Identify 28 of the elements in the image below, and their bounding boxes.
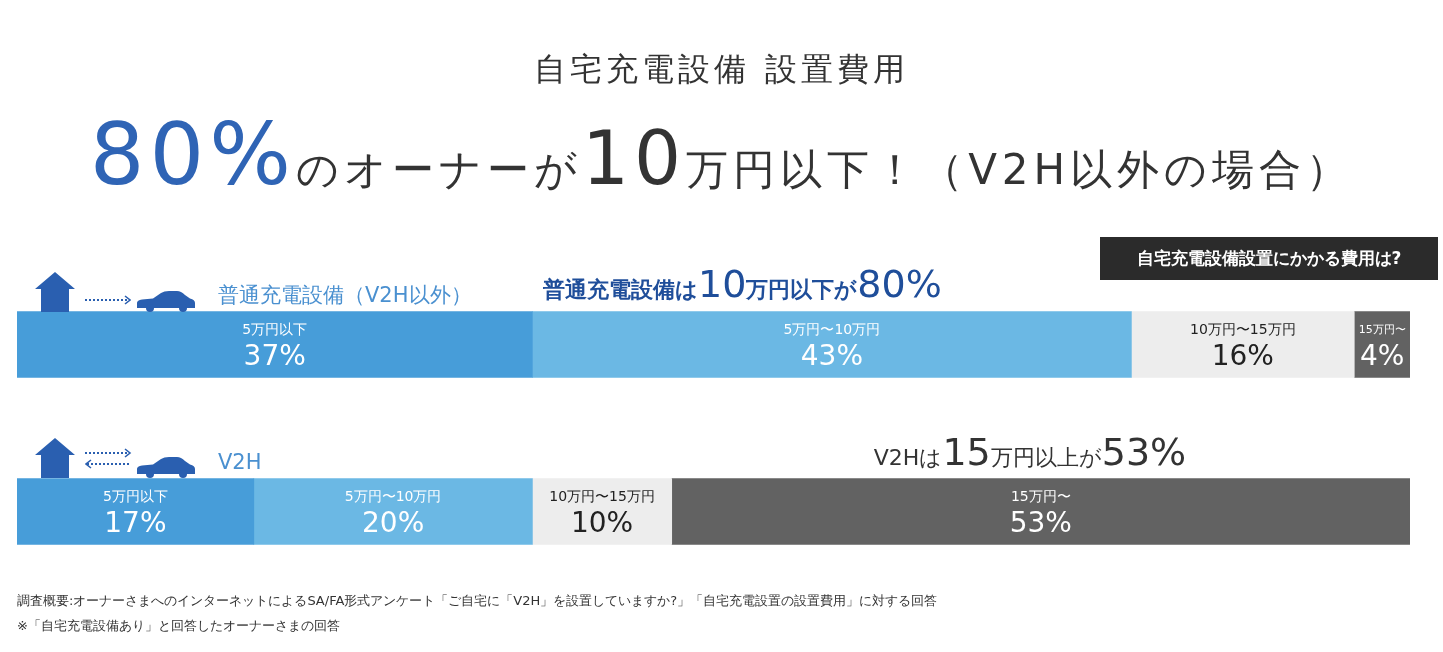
data-label: 17% xyxy=(104,505,167,539)
data-label: 20% xyxy=(361,505,425,539)
annotation: 調査概要:オーナーさまへのインターネットによるSA/FA形式アンケート「ご自宅に「V2H」を設置していますか?」「自宅充電設置の設置費用」に対する回答 xyxy=(17,592,938,610)
bar xyxy=(17,478,255,545)
bar xyxy=(1131,311,1355,378)
y-tick-label: 普通充電設備（V2H以外） xyxy=(218,282,472,307)
text: 10万円〜15万円 xyxy=(549,488,655,505)
chart-title: 自宅充電設備 設置費用 xyxy=(533,49,910,90)
series-label: 5万円〜10万円 xyxy=(783,321,881,338)
series-label: 5万円以下 xyxy=(242,321,308,338)
text: 5万円〜10万円 xyxy=(344,488,442,505)
bar xyxy=(532,311,1132,378)
data-label: 43% xyxy=(800,338,864,372)
y-tick-label: V2H xyxy=(218,449,262,474)
data-label: 16% xyxy=(1211,338,1274,372)
bar xyxy=(253,478,533,545)
data-label: 37% xyxy=(243,338,306,372)
bar xyxy=(17,311,533,378)
text: 15万円〜 xyxy=(1010,488,1071,505)
text: 自宅充電設備設置にかかる費用は? xyxy=(1100,237,1438,280)
data-label: 4% xyxy=(1359,338,1405,372)
text: 5万円以下 xyxy=(102,488,168,505)
text: ※「自宅充電設備あり」と回答したオーナーさまの回答 xyxy=(17,617,340,635)
series-label: 15万円〜 xyxy=(1358,323,1406,337)
series-label: 10万円〜15万円 xyxy=(1190,321,1296,338)
bar xyxy=(671,478,1410,545)
data-label: 53% xyxy=(1009,505,1072,539)
data-label: 10% xyxy=(570,505,634,539)
